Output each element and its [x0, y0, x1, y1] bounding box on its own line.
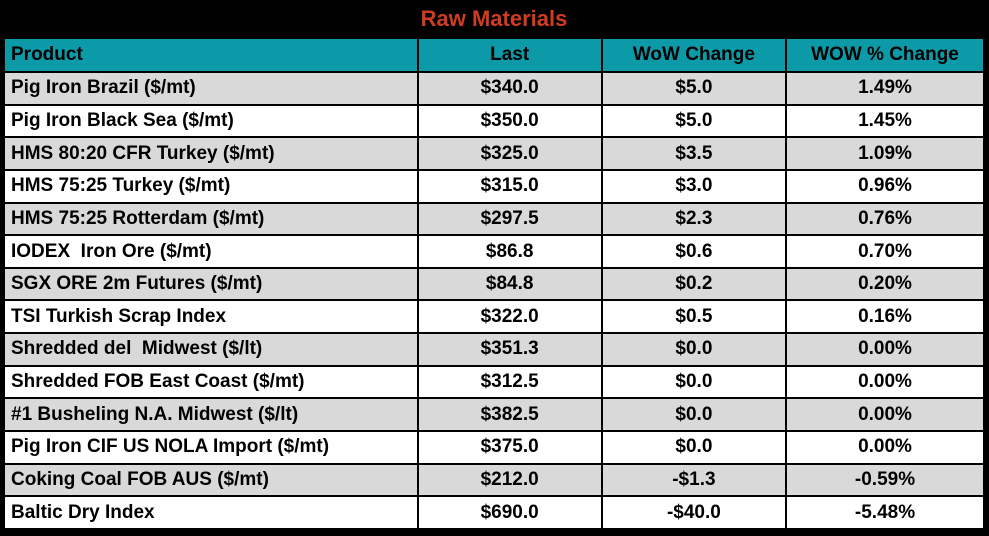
wow-pct-change-cell: -0.59%	[785, 462, 985, 498]
last-cell: $375.0	[416, 430, 603, 465]
table-row: #1 Busheling N.A. Midwest ($/lt) $382.5 $0…	[3, 397, 985, 433]
product-cell: IODEX Iron Ore ($/mt)	[3, 234, 419, 269]
product-cell: Shredded del Midwest ($/lt)	[3, 332, 419, 367]
product-cell: HMS 75:25 Rotterdam ($/mt)	[3, 201, 419, 237]
table-row: SGX ORE 2m Futures ($/mt) $84.8 $0.2 0.20%	[3, 266, 985, 302]
header-product: Product	[3, 37, 419, 73]
table-row: HMS 80:20 CFR Turkey ($/mt) $325.0 $3.5 1.0…	[3, 136, 985, 171]
last-cell: $297.5	[416, 201, 603, 237]
product-cell: HMS 75:25 Turkey ($/mt)	[3, 168, 419, 204]
header-wow-pct-change: WOW % Change	[785, 37, 985, 73]
wow-pct-change-cell: 0.76%	[785, 201, 985, 237]
panel-title-bar: Raw Materials	[3, 0, 985, 37]
panel-title: Raw Materials	[420, 5, 568, 31]
wow-pct-change-cell: 0.00%	[785, 364, 985, 400]
wow-pct-change-cell: 0.20%	[785, 266, 985, 302]
product-cell: #1 Busheling N.A. Midwest ($/lt)	[3, 397, 419, 433]
product-cell: Pig Iron CIF US NOLA Import ($/mt)	[3, 430, 419, 465]
wow-pct-change-cell: 1.45%	[785, 103, 985, 139]
product-cell: HMS 80:20 CFR Turkey ($/mt)	[3, 136, 419, 171]
table-row: Baltic Dry Index $690.0 -$40.0 -5.48%	[3, 495, 985, 530]
last-cell: $340.0	[416, 71, 603, 106]
header-row: Product Last WoW Change WOW % Change	[3, 37, 985, 73]
wow-change-cell: $0.0	[600, 364, 788, 400]
table-row: TSI Turkish Scrap Index $322.0 $0.5 0.16%	[3, 299, 985, 335]
wow-change-cell: $0.0	[600, 397, 788, 433]
last-cell: $86.8	[416, 234, 603, 269]
wow-pct-change-cell: 1.09%	[785, 136, 985, 171]
header-wow-change: WoW Change	[600, 37, 788, 73]
wow-change-cell: $5.0	[600, 71, 788, 106]
raw-materials-table: Product Last WoW Change WOW % Change Pig…	[3, 37, 985, 530]
table-row: Coking Coal FOB AUS ($/mt) $212.0 -$1.3 -0.…	[3, 462, 985, 498]
wow-change-cell: $3.0	[600, 168, 788, 204]
product-cell: Shredded FOB East Coast ($/mt)	[3, 364, 419, 400]
wow-change-cell: $2.3	[600, 201, 788, 237]
wow-change-cell: $0.6	[600, 234, 788, 269]
last-cell: $322.0	[416, 299, 603, 335]
wow-change-cell: -$1.3	[600, 462, 788, 498]
last-cell: $212.0	[416, 462, 603, 498]
last-cell: $351.3	[416, 332, 603, 367]
product-cell: Pig Iron Black Sea ($/mt)	[3, 103, 419, 139]
last-cell: $350.0	[416, 103, 603, 139]
last-cell: $312.5	[416, 364, 603, 400]
last-cell: $382.5	[416, 397, 603, 433]
header-last: Last	[416, 37, 603, 73]
table-row: HMS 75:25 Rotterdam ($/mt) $297.5 $2.3 0.76…	[3, 201, 985, 237]
wow-change-cell: $0.2	[600, 266, 788, 302]
last-cell: $315.0	[416, 168, 603, 204]
wow-pct-change-cell: 0.96%	[785, 168, 985, 204]
wow-change-cell: -$40.0	[600, 495, 788, 530]
wow-pct-change-cell: 0.16%	[785, 299, 985, 335]
product-cell: Pig Iron Brazil ($/mt)	[3, 71, 419, 106]
product-cell: Coking Coal FOB AUS ($/mt)	[3, 462, 419, 498]
wow-change-cell: $3.5	[600, 136, 788, 171]
product-cell: TSI Turkish Scrap Index	[3, 299, 419, 335]
wow-change-cell: $0.0	[600, 332, 788, 367]
wow-pct-change-cell: 0.00%	[785, 430, 985, 465]
table-row: Pig Iron CIF US NOLA Import ($/mt) $375.0…	[3, 430, 985, 465]
wow-pct-change-cell: 0.70%	[785, 234, 985, 269]
table-row: Shredded del Midwest ($/lt) $351.3 $0.0 0.0…	[3, 332, 985, 367]
last-cell: $84.8	[416, 266, 603, 302]
product-cell: SGX ORE 2m Futures ($/mt)	[3, 266, 419, 302]
wow-change-cell: $5.0	[600, 103, 788, 139]
wow-pct-change-cell: 1.49%	[785, 71, 985, 106]
last-cell: $690.0	[416, 495, 603, 530]
product-cell: Baltic Dry Index	[3, 495, 419, 530]
wow-pct-change-cell: 0.00%	[785, 397, 985, 433]
wow-change-cell: $0.5	[600, 299, 788, 335]
wow-pct-change-cell: -5.48%	[785, 495, 985, 530]
table-row: Pig Iron Brazil ($/mt) $340.0 $5.0 1.49%	[3, 71, 985, 106]
wow-pct-change-cell: 0.00%	[785, 332, 985, 367]
last-cell: $325.0	[416, 136, 603, 171]
table-row: Shredded FOB East Coast ($/mt) $312.5 $0.0…	[3, 364, 985, 400]
table-row: IODEX Iron Ore ($/mt) $86.8 $0.6 0.70%	[3, 234, 985, 269]
table-row: Pig Iron Black Sea ($/mt) $350.0 $5.0 1.45%	[3, 103, 985, 139]
table-row: HMS 75:25 Turkey ($/mt) $315.0 $3.0 0.96%	[3, 168, 985, 204]
wow-change-cell: $0.0	[600, 430, 788, 465]
